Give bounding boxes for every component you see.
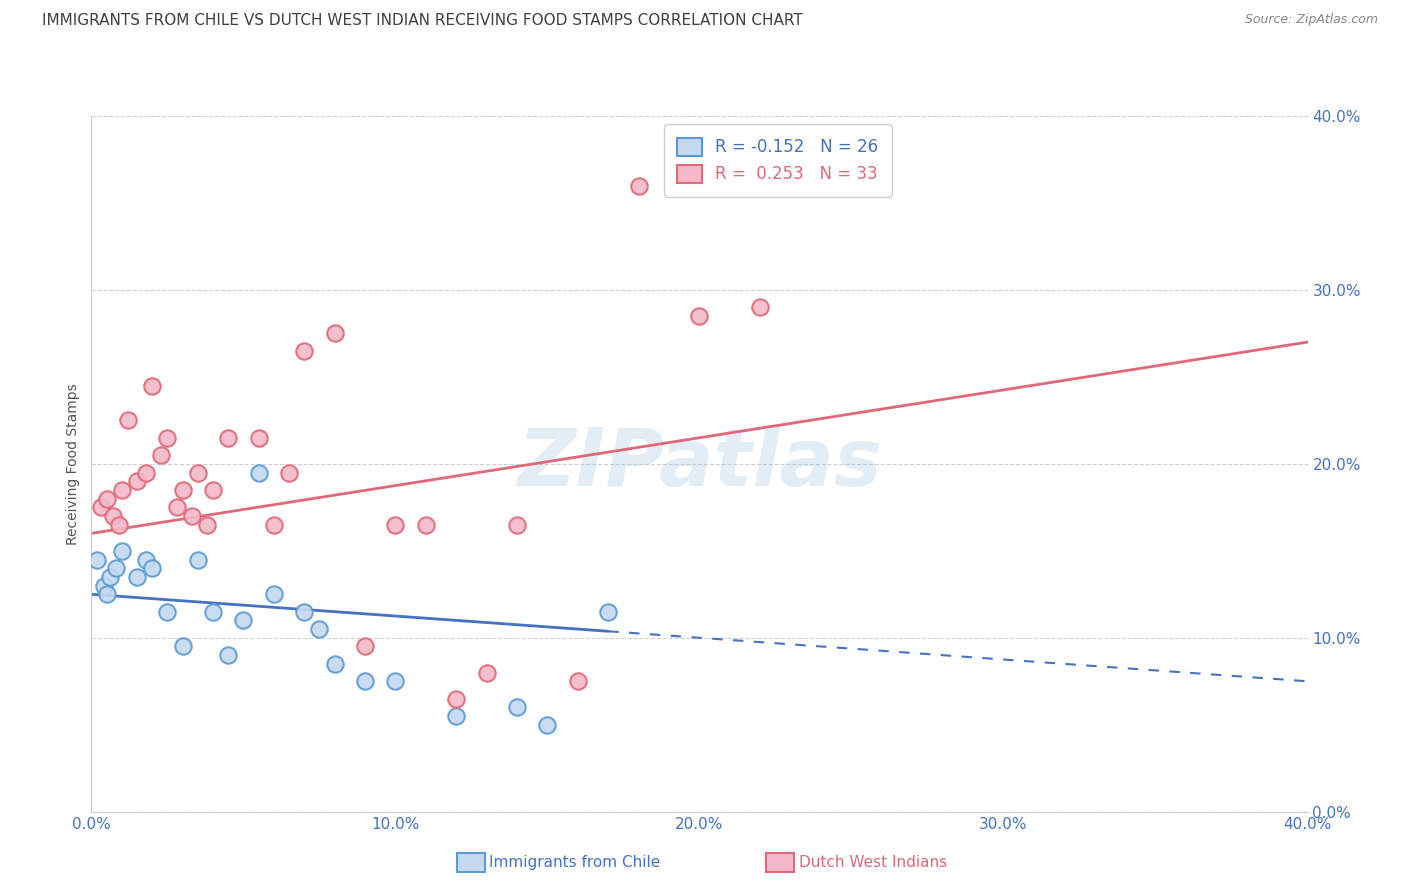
- Point: [202, 605, 225, 619]
- Point: [263, 517, 285, 532]
- Point: [98, 570, 121, 584]
- Point: [187, 466, 209, 480]
- Legend: R = -0.152   N = 26, R =  0.253   N = 33: R = -0.152 N = 26, R = 0.253 N = 33: [664, 124, 891, 196]
- Point: [444, 709, 467, 723]
- Point: [506, 517, 529, 532]
- Point: [749, 300, 772, 315]
- Text: Source: ZipAtlas.com: Source: ZipAtlas.com: [1244, 13, 1378, 27]
- Y-axis label: Receiving Food Stamps: Receiving Food Stamps: [66, 383, 80, 545]
- Point: [89, 500, 111, 515]
- Point: [506, 700, 529, 714]
- Point: [187, 552, 209, 566]
- Point: [278, 466, 301, 480]
- Point: [263, 587, 285, 601]
- Point: [125, 570, 148, 584]
- Point: [125, 474, 148, 488]
- Point: [354, 640, 377, 654]
- Point: [354, 674, 377, 689]
- Point: [444, 691, 467, 706]
- Point: [536, 717, 558, 731]
- Point: [627, 178, 650, 193]
- Point: [107, 517, 129, 532]
- Point: [93, 578, 115, 592]
- Point: [117, 413, 139, 427]
- Point: [96, 587, 118, 601]
- Point: [598, 605, 620, 619]
- Point: [156, 605, 179, 619]
- Point: [323, 657, 346, 671]
- Point: [232, 614, 254, 628]
- Point: [96, 491, 118, 506]
- Text: IMMIGRANTS FROM CHILE VS DUTCH WEST INDIAN RECEIVING FOOD STAMPS CORRELATION CHA: IMMIGRANTS FROM CHILE VS DUTCH WEST INDI…: [42, 13, 803, 29]
- Point: [141, 378, 163, 392]
- Point: [86, 552, 108, 566]
- Point: [172, 483, 194, 497]
- Point: [104, 561, 127, 575]
- Point: [166, 500, 188, 515]
- Point: [292, 605, 315, 619]
- Text: ZIPatlas: ZIPatlas: [517, 425, 882, 503]
- Point: [217, 648, 239, 662]
- Point: [141, 561, 163, 575]
- Point: [156, 431, 179, 445]
- Point: [111, 543, 134, 558]
- Point: [135, 552, 157, 566]
- Text: Immigrants from Chile: Immigrants from Chile: [489, 855, 661, 870]
- Point: [150, 448, 173, 462]
- Point: [217, 431, 239, 445]
- Point: [172, 640, 194, 654]
- Point: [415, 517, 437, 532]
- Point: [195, 517, 218, 532]
- Point: [384, 517, 406, 532]
- Point: [101, 508, 124, 523]
- Point: [247, 466, 270, 480]
- Point: [202, 483, 225, 497]
- Point: [180, 508, 202, 523]
- Point: [688, 309, 710, 323]
- Point: [135, 466, 157, 480]
- Text: Dutch West Indians: Dutch West Indians: [799, 855, 946, 870]
- Point: [384, 674, 406, 689]
- Point: [111, 483, 134, 497]
- Point: [323, 326, 346, 341]
- Point: [247, 431, 270, 445]
- Point: [567, 674, 589, 689]
- Point: [292, 343, 315, 358]
- Point: [308, 622, 330, 636]
- Point: [475, 665, 498, 680]
